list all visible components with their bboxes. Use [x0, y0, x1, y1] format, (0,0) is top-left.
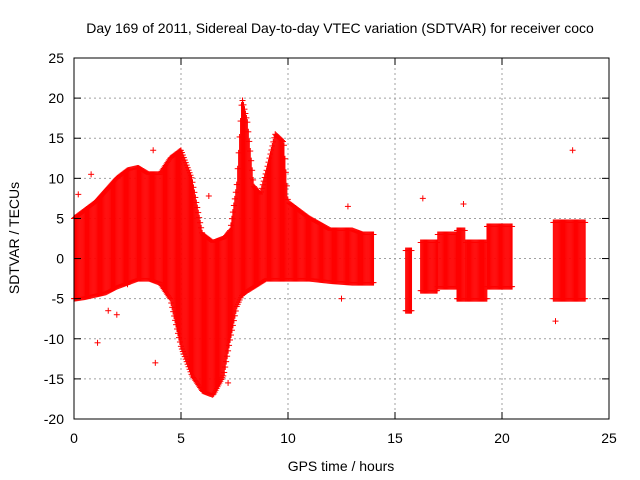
x-tick-label: 20 — [494, 430, 510, 446]
chart-title: Day 169 of 2011, Sidereal Day-to-day VTE… — [86, 20, 594, 36]
y-axis-label: SDTVAR / TECUs — [6, 182, 22, 294]
x-tick-label: 0 — [70, 430, 78, 446]
y-tick-label: -15 — [44, 371, 64, 387]
y-tick-label: 25 — [48, 50, 64, 66]
y-tick-label: 0 — [56, 251, 64, 267]
x-tick-label: 10 — [280, 430, 296, 446]
y-tick-label: 15 — [48, 130, 64, 146]
y-tick-label: 10 — [48, 170, 64, 186]
tick-labels: 0 5 10 15 20 25 -20 -15 -10 -5 0 5 10 15 20 25 — [44, 50, 617, 446]
grid-lines — [74, 58, 609, 419]
y-tick-label: 5 — [56, 210, 64, 226]
x-tick-label: 25 — [601, 430, 617, 446]
y-tick-label: -20 — [44, 411, 64, 427]
axis-ticks — [73, 57, 610, 420]
y-tick-label: -10 — [44, 331, 64, 347]
x-tick-label: 15 — [387, 430, 403, 446]
data-points — [71, 97, 589, 398]
plot-frame — [73, 57, 610, 420]
x-axis-label: GPS time / hours — [288, 458, 395, 474]
y-tick-label: 20 — [48, 90, 64, 106]
y-tick-label: -5 — [52, 291, 65, 307]
x-tick-label: 5 — [177, 430, 185, 446]
